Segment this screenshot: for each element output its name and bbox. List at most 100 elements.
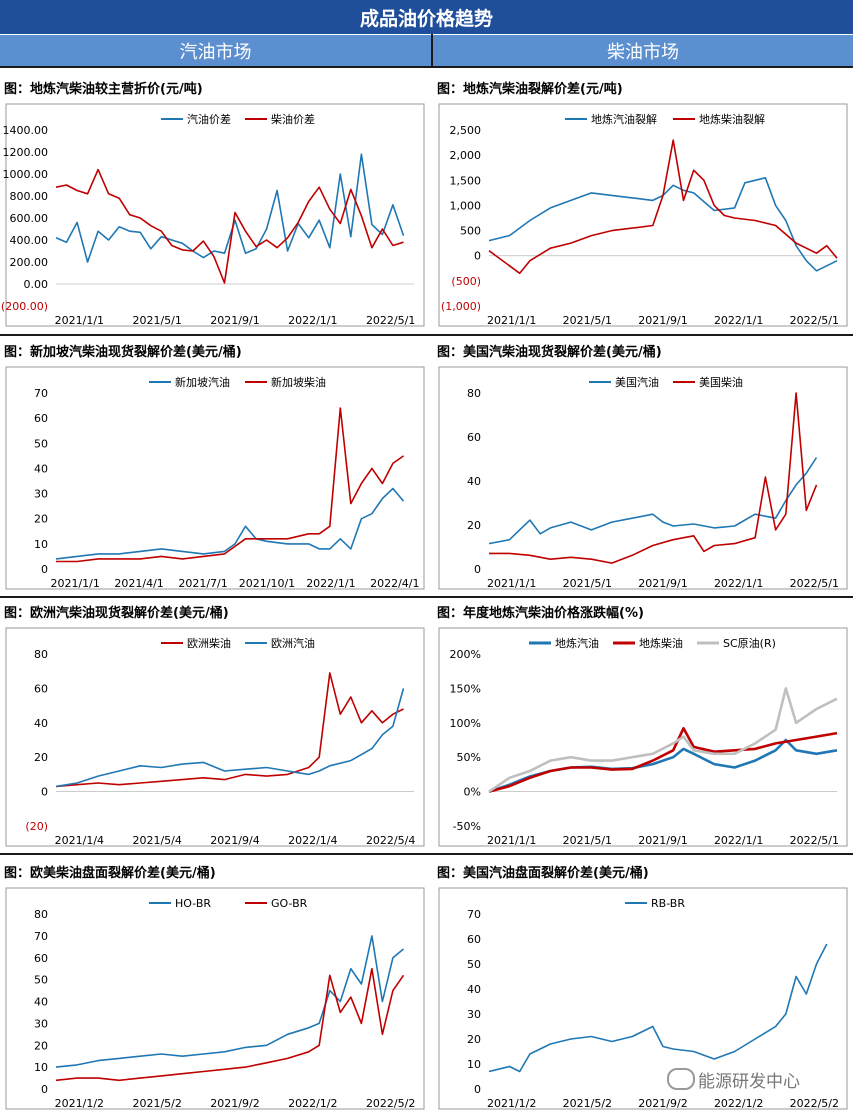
x-tick-label: 2022/5/4 xyxy=(366,834,415,847)
page-title: 成品油价格趋势 xyxy=(0,0,853,34)
y-tick-label: 60 xyxy=(34,952,48,965)
y-tick-label: (200.00) xyxy=(1,300,48,313)
legend-label: RB-BR xyxy=(651,897,685,910)
chart-c7: 80 70 60 50 40 30 20 10 0 2021/1/2 2021/5/2 2021/9/… xyxy=(5,887,425,1110)
x-tick-label: 2021/5/4 xyxy=(132,834,181,847)
x-tick-label: 2022/1/1 xyxy=(288,314,337,327)
series-line-2 xyxy=(55,688,405,788)
y-tick-label: 2,000 xyxy=(450,149,482,162)
chart-title: 图：地炼汽柴油较主营折价(元/吨) xyxy=(4,82,203,97)
series-line-2 xyxy=(488,727,838,793)
y-tick-label: 1,000 xyxy=(450,199,482,212)
x-tick-label: 2021/1/1 xyxy=(487,834,536,847)
x-tick-label: 2022/4/1 xyxy=(370,577,419,590)
y-tick-label: 20 xyxy=(34,751,48,764)
y-tick-label: -50% xyxy=(453,820,481,833)
x-tick-label: 2022/1/2 xyxy=(714,1097,763,1110)
y-tick-label: 10 xyxy=(467,1058,481,1071)
x-tick-label: 2021/9/1 xyxy=(638,577,687,590)
y-tick-label: 30 xyxy=(467,1008,481,1021)
y-tick-label: 60 xyxy=(467,431,481,444)
y-tick-label: 40 xyxy=(467,475,481,488)
y-tick-label: 60 xyxy=(467,933,481,946)
y-tick-label: (20) xyxy=(25,820,48,833)
y-tick-label: 0.00 xyxy=(24,278,49,291)
divider xyxy=(0,596,853,598)
y-tick-label: 20 xyxy=(34,513,48,526)
chart-title: 图：地炼汽柴油裂解价差(元/吨) xyxy=(437,82,623,97)
chart-title: 图：年度地炼汽柴油价格涨跌幅(%) xyxy=(437,606,644,621)
y-tick-label: 0 xyxy=(474,250,481,263)
legend-label: 地炼柴油 xyxy=(639,636,683,650)
x-tick-label: 2021/1/1 xyxy=(55,314,104,327)
chart-panel-c5: 图：欧洲汽柴油现货裂解价差(美元/桶) 80 60 40 20 0 (20) 2021/1/… xyxy=(0,602,430,850)
y-tick-label: 0 xyxy=(474,563,481,576)
y-tick-label: 40 xyxy=(467,983,481,996)
series-line-2 xyxy=(56,407,404,563)
x-tick-label: 2022/5/1 xyxy=(790,577,839,590)
y-tick-label: 200.00 xyxy=(10,256,49,269)
chart-panel-c8: 图：美国汽油盘面裂解价差(美元/桶) 70 60 50 40 30 20 10 0 2021/1… xyxy=(433,862,853,1114)
y-tick-label: 70 xyxy=(34,387,48,400)
chart-title: 图：欧洲汽柴油现货裂解价差(美元/桶) xyxy=(4,606,229,621)
diesel-section-header: 柴油市场 xyxy=(433,34,853,66)
series-line-1 xyxy=(488,177,838,272)
y-tick-label: 50 xyxy=(34,974,48,987)
chart-c4: 80 60 40 20 0 2021/1/1 2021/5/1 2021/9/1 2022/1/… xyxy=(438,366,848,590)
x-tick-label: 2021/1/4 xyxy=(55,834,104,847)
x-tick-label: 2022/5/1 xyxy=(790,834,839,847)
y-tick-label: 1,500 xyxy=(450,174,482,187)
plot-frame xyxy=(438,887,848,1110)
x-tick-label: 2022/5/1 xyxy=(366,314,415,327)
y-tick-label: 0% xyxy=(464,786,481,799)
x-tick-label: 2021/9/1 xyxy=(210,314,259,327)
x-tick-label: 2021/5/1 xyxy=(132,314,181,327)
plot-frame xyxy=(438,627,848,847)
series-line-3 xyxy=(488,687,838,793)
y-tick-label: 80 xyxy=(467,387,481,400)
y-tick-label: 50 xyxy=(467,958,481,971)
y-tick-label: 0 xyxy=(41,563,48,576)
series-line-1 xyxy=(488,457,818,545)
y-tick-label: 150% xyxy=(450,682,481,695)
x-tick-label: 2021/4/1 xyxy=(114,577,163,590)
legend-label: 欧洲汽油 xyxy=(271,636,315,650)
watermark: 能源研发中心 xyxy=(698,1072,800,1092)
legend-label: 新加坡汽油 xyxy=(175,375,230,389)
y-tick-label: 1200.00 xyxy=(3,146,49,159)
x-tick-label: 2021/5/2 xyxy=(563,1097,612,1110)
y-tick-label: 10 xyxy=(34,538,48,551)
x-tick-label: 2021/5/1 xyxy=(563,577,612,590)
y-tick-label: 40 xyxy=(34,996,48,1009)
y-tick-label: 80 xyxy=(34,908,48,921)
chart-title: 图：美国汽柴油现货裂解价差(美元/桶) xyxy=(437,345,662,360)
x-tick-label: 2022/1/1 xyxy=(714,577,763,590)
chart-panel-c2: 图：地炼汽柴油裂解价差(元/吨) 2,500 2,000 1,500 1,000 500… xyxy=(433,78,853,330)
y-tick-label: 30 xyxy=(34,1017,48,1030)
y-tick-label: 30 xyxy=(34,488,48,501)
x-tick-label: 2022/1/1 xyxy=(714,834,763,847)
x-tick-label: 2022/5/2 xyxy=(366,1097,415,1110)
y-tick-label: 2,500 xyxy=(450,124,482,137)
y-tick-label: 50% xyxy=(457,751,481,764)
chart-title: 图：新加坡汽柴油现货裂解价差(美元/桶) xyxy=(4,345,242,360)
x-tick-label: 2021/9/1 xyxy=(638,314,687,327)
chart-panel-c1: 图：地炼汽柴油较主营折价(元/吨) 1400.00 1200.00 1000.00 8… xyxy=(0,78,430,330)
y-tick-label: 200% xyxy=(450,648,481,661)
y-tick-label: 600.00 xyxy=(10,212,49,225)
plot-frame xyxy=(438,103,848,327)
y-tick-label: 60 xyxy=(34,682,48,695)
x-tick-label: 2021/1/2 xyxy=(55,1097,104,1110)
series-line-1 xyxy=(488,943,828,1073)
y-tick-label: (500) xyxy=(451,275,481,288)
y-tick-label: (1,000) xyxy=(441,300,481,313)
x-tick-label: 2022/5/2 xyxy=(790,1097,839,1110)
divider xyxy=(0,853,853,855)
series-line-1 xyxy=(55,487,405,560)
chart-c1: 1400.00 1200.00 1000.00 800.00 600.00 400.00 2… xyxy=(1,103,425,327)
y-tick-label: 10 xyxy=(34,1061,48,1074)
legend-label: 汽油价差 xyxy=(187,112,231,126)
x-tick-label: 2021/7/1 xyxy=(178,577,227,590)
x-tick-label: 2021/1/1 xyxy=(487,577,536,590)
chart-title: 图：美国汽油盘面裂解价差(美元/桶) xyxy=(437,866,649,881)
